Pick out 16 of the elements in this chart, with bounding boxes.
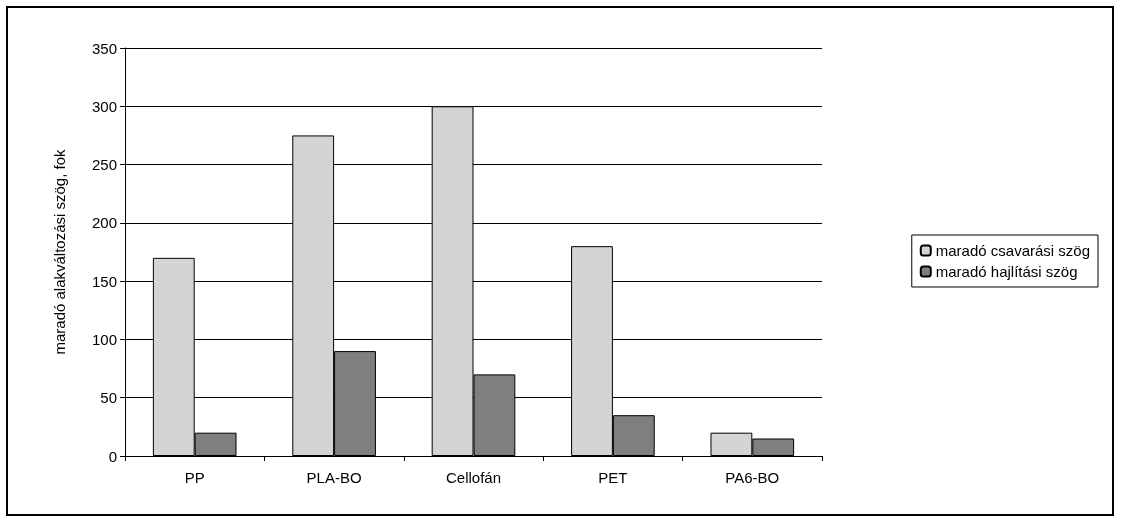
y-tick-label: 250 <box>91 156 117 174</box>
x-tick-label: PP <box>184 469 205 486</box>
legend-label: maradó hajlítási szög <box>935 263 1078 280</box>
y-axis-title: maradó alakváltozási szög, fok <box>51 148 68 355</box>
x-tick-label: PLA-BO <box>306 469 362 486</box>
y-tick-label: 200 <box>91 214 117 232</box>
y-tick-label: 150 <box>91 272 117 290</box>
y-tick-label: 0 <box>108 447 117 465</box>
y-tick-label: 300 <box>91 97 117 115</box>
x-tick-label: PET <box>598 469 628 486</box>
x-tick-label: PA6-BO <box>725 469 780 486</box>
y-tick-label: 50 <box>100 389 117 407</box>
legend-label: maradó csavarási szög <box>935 242 1090 259</box>
y-tick-label: 350 <box>91 39 117 57</box>
x-tick-label: Cellofán <box>445 469 502 486</box>
y-tick-label: 100 <box>91 330 117 348</box>
